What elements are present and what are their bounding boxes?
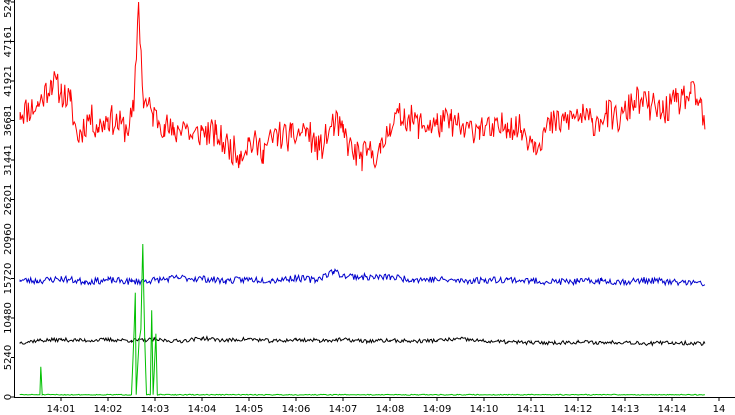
x-tick-label: 14:06: [282, 404, 311, 415]
y-tick-label: 15720: [3, 263, 14, 295]
x-tick-label: 14:08: [376, 404, 405, 415]
x-tick-label: 14:05: [235, 404, 264, 415]
x-tick-label: 14:12: [564, 404, 593, 415]
y-tick-label: 47161: [3, 26, 14, 58]
x-tick-label: 14:07: [329, 404, 358, 415]
series-line-3: [19, 243, 705, 397]
x-tick-label: 14:13: [611, 404, 640, 415]
series-line-0: [19, 1, 706, 172]
x-tick-label: 14: [713, 404, 726, 415]
y-tick-label: 41921: [3, 65, 14, 97]
y-tick-label: 20960: [3, 223, 14, 255]
y-tick-label: 10480: [3, 302, 14, 334]
y-tick-label: 26201: [3, 184, 14, 216]
y-tick-label: 52402: [3, 0, 14, 18]
x-axis-ticks: 14:01 14:02 14:03 14:04 14:05 14:06 14:07 14:08…: [47, 397, 726, 415]
y-tick-label: 31441: [3, 144, 14, 176]
series-line-1: [19, 268, 706, 287]
x-tick-label: 14:03: [141, 404, 170, 415]
plot-area: [19, 1, 706, 397]
series-line-2: [19, 335, 706, 347]
y-tick-label: 36681: [3, 105, 14, 137]
x-tick-label: 14:09: [423, 404, 452, 415]
x-tick-label: 14:14: [658, 404, 687, 415]
x-tick-label: 14:01: [47, 404, 76, 415]
y-tick-label: 5240: [3, 345, 14, 370]
x-tick-label: 14:04: [188, 404, 217, 415]
x-tick-label: 14:11: [517, 404, 546, 415]
y-axis-ticks: 0 5240 10480 15720 20960 26201 31441 36681 41921…: [3, 0, 14, 400]
x-tick-label: 14:02: [94, 404, 123, 415]
y-tick-label: 0: [3, 394, 14, 400]
x-tick-label: 14:10: [470, 404, 499, 415]
